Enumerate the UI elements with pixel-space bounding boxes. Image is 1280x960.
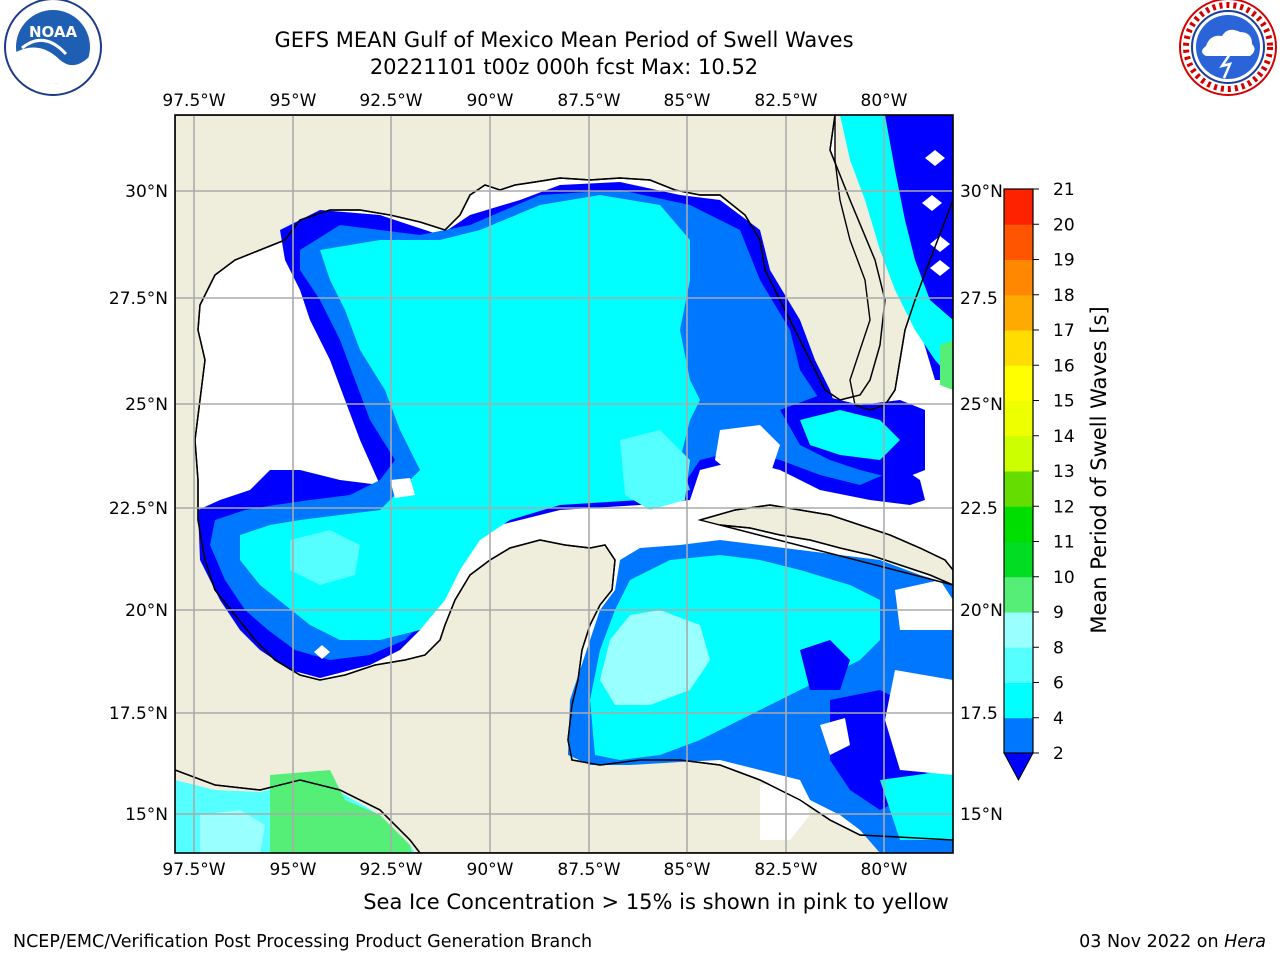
lat-label: 17.5 [960,704,998,724]
lon-label: 82.5°W [754,860,817,880]
colorbar-tick-label: 18 [1053,286,1075,306]
colorbar: 2 4 6 8 9 10 11 12 13 14 15 16 17 18 19 20 21 [1003,180,1075,782]
lon-label: 92.5°W [359,860,422,880]
colorbar-segment [1004,541,1033,578]
colorbar-tick-label: 10 [1053,568,1075,588]
lat-labels-left: 30°N 27.5°N 25°N 22.5°N 20°N 17.5°N 15°N [109,182,168,825]
lon-label: 82.5°W [754,91,817,111]
colorbar-segment [1004,365,1033,401]
colorbar-tick-label: 12 [1053,497,1075,517]
lon-label: 90°W [467,91,514,111]
colorbar-segment [1004,612,1033,648]
noaa-logo-text: NOAA [29,23,78,41]
lat-labels-right: 30°N 27.5 25°N 22.5 20°N 17.5 15°N [960,182,1003,825]
lat-label: 30°N [960,182,1003,202]
colorbar-segment [1004,682,1033,719]
lat-label: 22.5°N [109,499,168,519]
map-area [175,115,953,853]
colorbar-tick-label: 9 [1053,603,1064,623]
lon-label: 90°W [467,860,514,880]
colorbar-segment [1004,189,1033,225]
lon-label: 92.5°W [359,91,422,111]
colorbar-tick-label: 20 [1053,215,1075,235]
chart-subtitle: 20221101 t00z 000h fcst Max: 10.52 [369,55,759,79]
lat-label: 22.5 [960,499,998,519]
lat-label: 25°N [125,395,168,415]
lat-label: 17.5°N [109,704,168,724]
lat-label: 27.5°N [109,289,168,309]
lon-label: 80°W [861,91,908,111]
lat-label: 20°N [125,601,168,621]
colorbar-tick-label: 14 [1053,427,1075,447]
colorbar-tick-label: 19 [1053,251,1075,271]
graticule [175,115,953,853]
colorbar-segment [1004,576,1033,613]
footer-host: Hera [1224,932,1266,952]
colorbar-tick-label: 13 [1053,462,1075,482]
coastlines [175,115,953,853]
colorbar-segment [1004,435,1033,472]
lat-label: 30°N [125,182,168,202]
colorbar-segment [1004,647,1033,683]
colorbar-segment [1004,259,1033,296]
lon-label: 95°W [270,91,317,111]
lat-label: 15°N [960,805,1003,825]
sea-ice-note: Sea Ice Concentration > 15% is shown in … [363,890,949,914]
lat-label: 15°N [125,805,168,825]
lat-label: 27.5 [960,289,998,309]
colorbar-tick-label: 16 [1053,356,1075,376]
colorbar-title: Mean Period of Swell Waves [s] [1087,306,1111,633]
nws-logo [1179,0,1277,96]
lon-label: 95°W [270,860,317,880]
swell-field [175,115,953,853]
colorbar-segment [1004,506,1033,542]
lat-label: 20°N [960,601,1003,621]
lon-labels-bottom: 97.5°W 95°W 92.5°W 90°W 87.5°W 85°W 82.5… [162,860,907,880]
lon-label: 85°W [664,860,711,880]
colorbar-segment [1004,224,1033,260]
colorbar-segment [1004,471,1033,507]
footer-date-text: 03 Nov 2022 on [1079,932,1225,952]
colorbar-tick-label: 6 [1053,674,1064,694]
chart-title: GEFS MEAN Gulf of Mexico Mean Period of … [274,28,854,52]
colorbar-extend-arrow [1003,752,1034,782]
colorbar-segment [1004,330,1033,366]
lon-label: 87.5°W [557,860,620,880]
lon-label: 87.5°W [557,91,620,111]
map-frame [174,114,954,854]
footer-date: 03 Nov 2022 on Hera [1079,932,1266,952]
colorbar-tick-label: 21 [1053,180,1075,200]
colorbar-tick-label: 15 [1053,392,1075,412]
colorbar-tick-label: 8 [1053,638,1064,658]
colorbar-tick-label: 17 [1053,321,1075,341]
colorbar-segment [1004,717,1033,754]
lon-label: 97.5°W [162,91,225,111]
lon-labels-top: 97.5°W 95°W 92.5°W 90°W 87.5°W 85°W 82.5… [162,91,907,111]
colorbar-tick-label: 2 [1053,744,1064,764]
footer-credit: NCEP/EMC/Verification Post Processing Pr… [13,932,593,952]
colorbar-tick-label: 4 [1053,709,1064,729]
colorbar-tick-label: 11 [1053,533,1075,553]
lon-label: 85°W [664,91,711,111]
colorbar-segment [1004,294,1033,331]
lon-label: 97.5°W [162,860,225,880]
colorbar-segment [1004,400,1033,437]
noaa-logo: NOAA [4,0,102,96]
lat-label: 25°N [960,395,1003,415]
lon-label: 80°W [861,860,908,880]
